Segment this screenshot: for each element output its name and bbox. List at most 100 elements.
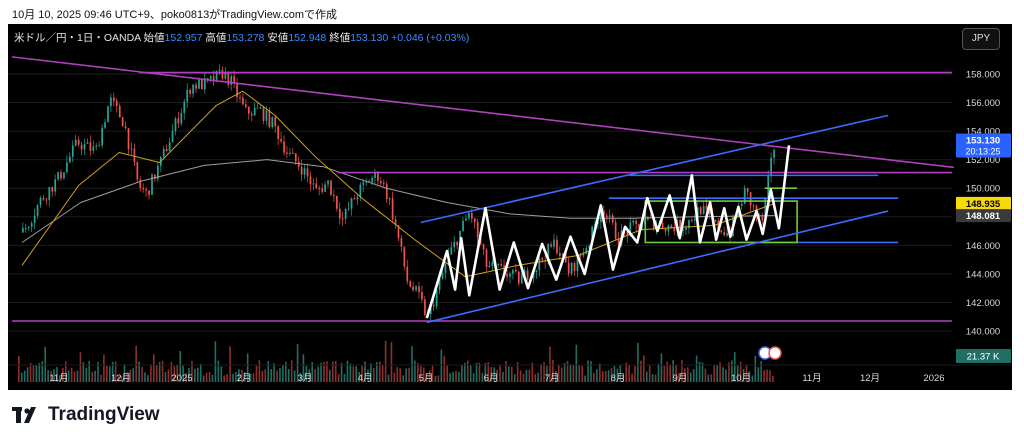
candle-body <box>227 71 230 85</box>
candle-body <box>98 145 101 147</box>
moving-average-fast <box>21 90 776 278</box>
candle-body <box>245 104 247 108</box>
channel-upper-line <box>420 114 889 224</box>
volume-bar <box>736 364 739 382</box>
candle-body <box>714 220 717 222</box>
volume-bar <box>643 355 645 382</box>
volume-bar <box>185 372 187 382</box>
candle-body <box>517 271 520 284</box>
volume-bar <box>452 372 454 382</box>
candle-body <box>51 187 54 192</box>
volume-bar <box>76 370 79 382</box>
price-tick-label: 156.000 <box>966 98 1000 109</box>
volume-bar <box>243 372 246 382</box>
time-tick-label: 2025 <box>171 373 192 384</box>
volume-bar <box>607 370 610 382</box>
candle-body <box>315 183 318 189</box>
candle-body <box>157 165 159 179</box>
volume-bar <box>772 375 774 382</box>
volume-bar <box>490 367 493 382</box>
volume-bar <box>417 363 419 382</box>
volume-bar <box>493 367 495 382</box>
price-label-text: 148.081 <box>966 211 1001 222</box>
price-label-box <box>956 133 1011 158</box>
volume-bar <box>510 366 513 382</box>
symbol-name[interactable]: 米ドル／円・1日・OANDA <box>14 32 141 44</box>
candle-body <box>468 212 470 219</box>
candle-body <box>491 261 494 266</box>
volume-bar <box>29 362 32 382</box>
candle-body <box>444 264 447 273</box>
candle-body <box>617 239 620 245</box>
candle-body <box>403 246 406 267</box>
candle-body <box>162 148 165 157</box>
symbol-header: 米ドル／円・1日・OANDA 始値152.957 高値153.278 安値152… <box>14 30 469 45</box>
candle-body <box>265 110 268 121</box>
volume-bar <box>358 371 360 382</box>
candle-body <box>353 198 356 200</box>
candle-body <box>206 78 209 80</box>
volume-bar <box>343 373 346 382</box>
volume-bar <box>672 360 674 382</box>
candle-body <box>743 188 746 204</box>
candle-body <box>303 168 306 175</box>
volume-bar <box>519 370 522 382</box>
volume-bar <box>446 365 449 382</box>
volume-bar <box>631 373 633 382</box>
price-chart[interactable]: 140.000142.000144.000146.000148.000150.0… <box>8 24 1012 390</box>
candle-body <box>385 184 388 200</box>
volume-bar <box>299 372 302 382</box>
candle-body <box>547 244 549 262</box>
candle-body <box>691 219 693 221</box>
volume-bar <box>698 361 701 382</box>
candle-body <box>183 101 186 113</box>
candle-body <box>33 215 36 224</box>
volume-bar <box>249 374 252 382</box>
volume-bar <box>563 363 566 382</box>
candle-body <box>506 273 508 277</box>
volume-bar <box>769 370 771 382</box>
candle-body <box>312 183 315 185</box>
volume-bar <box>455 370 457 382</box>
candle-body <box>424 299 426 315</box>
candle-body <box>239 97 241 99</box>
tradingview-logo[interactable]: TradingView <box>12 404 160 426</box>
candle-body <box>582 253 585 256</box>
candle-body <box>576 255 579 272</box>
candle-body <box>740 203 743 206</box>
volume-bar <box>246 353 249 382</box>
volume-bar <box>381 364 384 382</box>
volume-bar <box>226 374 228 382</box>
currency-button[interactable]: JPY <box>962 28 1000 50</box>
candle-body <box>388 198 391 200</box>
candle-body <box>203 78 206 90</box>
candle-body <box>151 174 153 195</box>
volume-bar <box>50 370 52 382</box>
volume-bar <box>70 367 73 382</box>
open-label: 始値 <box>143 32 165 44</box>
volume-bar <box>566 360 569 382</box>
candle-body <box>368 181 370 183</box>
volume-bar <box>276 370 278 382</box>
event-flag-icon <box>768 346 782 360</box>
candle-body <box>473 218 476 223</box>
candle-body <box>118 106 121 118</box>
volume-bar <box>739 361 742 382</box>
volume-bar <box>508 366 510 382</box>
volume-bar <box>211 374 214 382</box>
candle-body <box>271 117 274 128</box>
countdown-label: 20:13:25 <box>965 147 1000 157</box>
chart-panel[interactable]: 140.000142.000144.000146.000148.000150.0… <box>8 24 1012 390</box>
volume-bar <box>364 361 366 382</box>
candle-body <box>773 150 775 158</box>
candle-body <box>139 179 142 188</box>
candle-body <box>45 199 48 201</box>
volume-bar <box>144 372 146 382</box>
volume-bar <box>405 368 407 382</box>
candle-body <box>482 244 485 250</box>
volume-bar <box>167 369 170 382</box>
volume-bar <box>402 375 404 382</box>
volume-bar <box>440 349 443 382</box>
candle-body <box>195 84 197 89</box>
volume-bar <box>731 360 733 382</box>
